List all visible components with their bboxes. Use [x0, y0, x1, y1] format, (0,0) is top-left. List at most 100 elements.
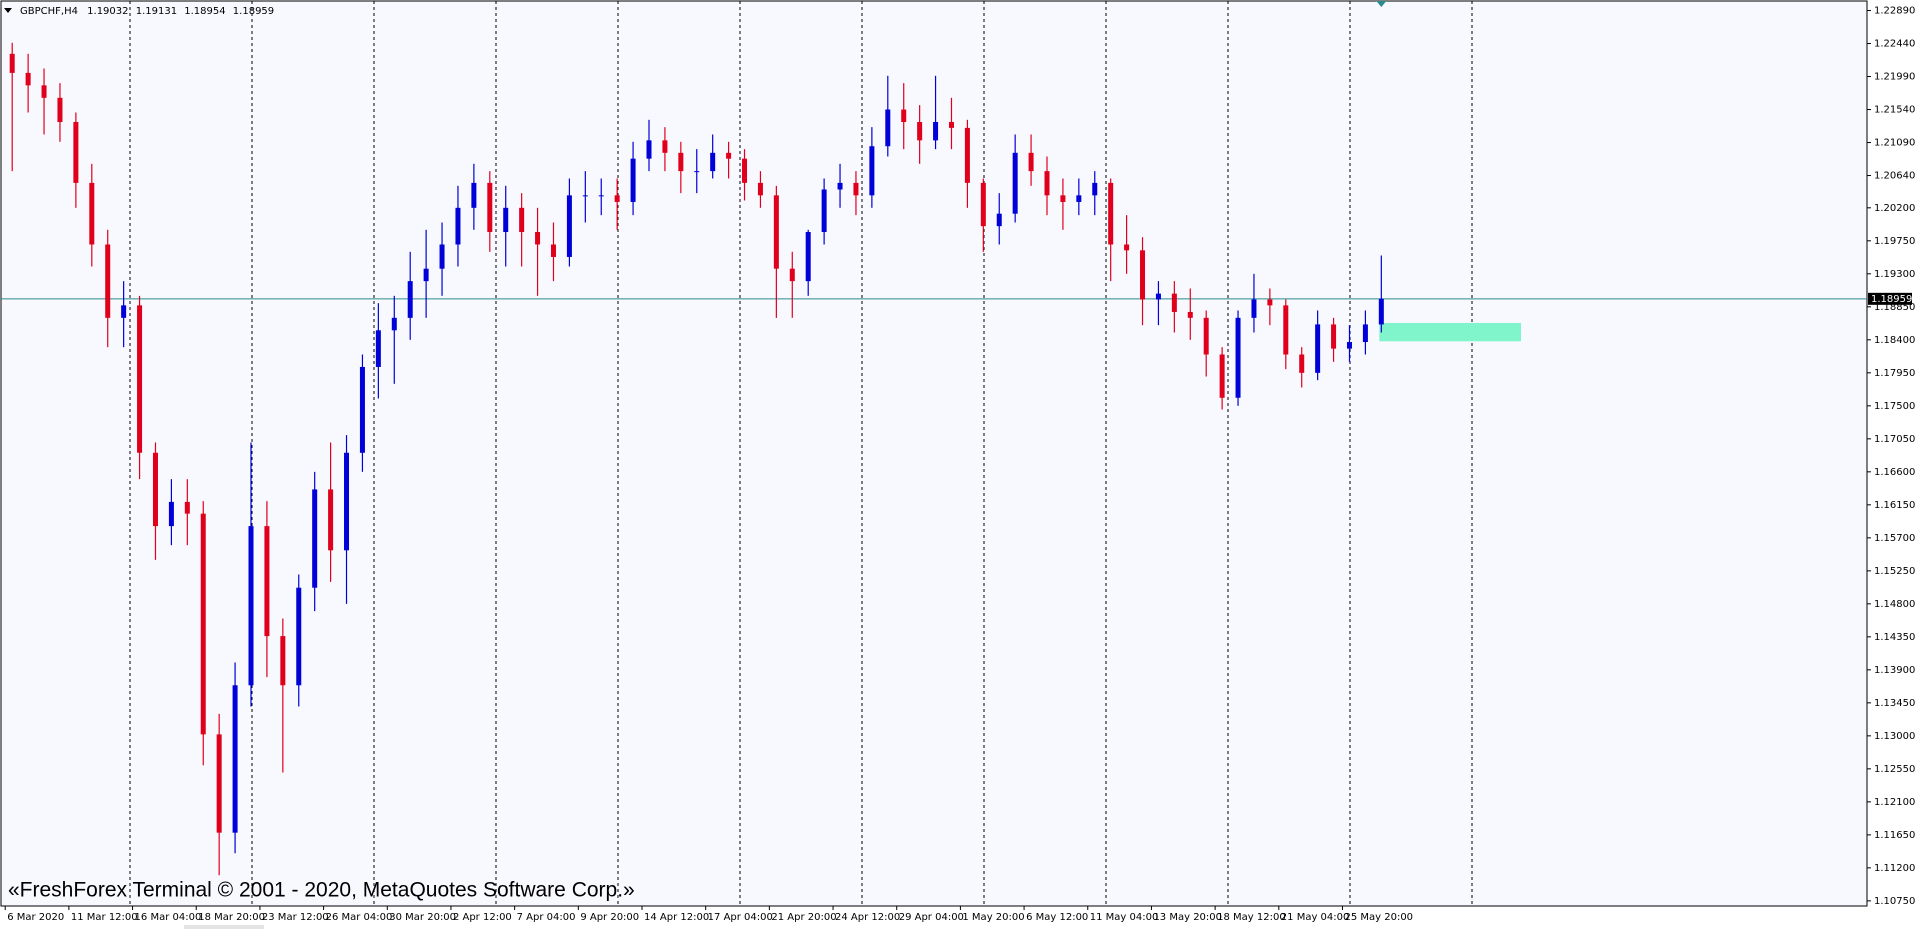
y-tick-label: 1.21540	[1874, 105, 1915, 116]
candle-body	[232, 685, 238, 833]
candle-body	[964, 127, 970, 183]
candle-body	[1251, 299, 1257, 318]
x-tick-label: 11 Mar 12:00	[71, 912, 138, 923]
y-tick-label: 1.21090	[1874, 138, 1915, 149]
candle-body	[152, 452, 158, 527]
x-tick-label: 11 May 04:00	[1090, 912, 1159, 923]
y-tick-label: 1.17500	[1874, 401, 1915, 412]
candle-body	[200, 513, 206, 735]
symbol: GBPCHF,H4	[20, 6, 78, 17]
y-tick-label: 1.13000	[1874, 731, 1915, 742]
x-tick-label: 25 May 20:00	[1344, 912, 1413, 923]
candle-body	[296, 587, 302, 686]
y-tick-label: 1.15250	[1874, 566, 1915, 577]
y-tick-label: 1.22440	[1874, 39, 1915, 50]
x-tick-label: 13 May 20:00	[1153, 912, 1222, 923]
candle-body	[471, 182, 477, 208]
candle-body	[694, 171, 700, 173]
candle-body	[582, 195, 588, 197]
marks	[1, 42, 1867, 876]
candle-body	[1346, 342, 1352, 349]
candle-body	[742, 158, 748, 183]
candle-body	[566, 195, 572, 257]
y-tick-label: 1.18400	[1874, 335, 1915, 346]
candle-body	[391, 317, 397, 331]
y-tick-label: 1.12100	[1874, 797, 1915, 808]
candle-body	[168, 501, 174, 527]
candle-body	[121, 305, 127, 318]
candle-body	[487, 182, 493, 233]
candle-body	[359, 366, 365, 453]
y-tick-label: 1.15700	[1874, 533, 1915, 544]
candle-body	[25, 72, 31, 86]
candle-body	[1108, 182, 1114, 245]
candle-body	[550, 244, 556, 257]
candle-body	[1362, 324, 1368, 343]
y-tick-label: 1.11200	[1874, 863, 1915, 874]
candle-body	[1203, 317, 1209, 355]
candle-body	[1044, 171, 1050, 196]
candle-body	[264, 526, 270, 637]
price-zone	[1379, 322, 1521, 342]
x-tick-label: 6 Mar 2020	[7, 912, 64, 923]
candle-body	[375, 330, 381, 367]
candle-body	[1299, 354, 1305, 373]
y-tick-label: 1.17050	[1874, 434, 1915, 445]
price-label-box	[1868, 292, 1912, 305]
y-tick-label: 1.18850	[1874, 302, 1915, 313]
y-tick-label: 1.12550	[1874, 764, 1915, 775]
x-tick-label: 21 May 04:00	[1281, 912, 1350, 923]
candle-body	[1235, 317, 1241, 398]
candle-body	[1187, 311, 1193, 318]
y-tick-label: 1.20200	[1874, 203, 1915, 214]
menu-arrow[interactable]	[4, 8, 12, 13]
candle-body	[869, 146, 875, 196]
quote-high: 1.19131	[136, 6, 177, 17]
candle-body	[248, 526, 254, 686]
candle-body	[980, 182, 986, 227]
x-tick-label: 16 Mar 04:00	[135, 912, 202, 923]
x-tick-label: 23 Mar 12:00	[262, 912, 329, 923]
candle-body	[89, 182, 95, 245]
plot-area	[0, 0, 1868, 907]
candle-body	[1124, 244, 1130, 251]
candle-body	[137, 305, 143, 453]
candle-body	[1140, 250, 1146, 300]
y-tick-label: 1.16600	[1874, 467, 1915, 478]
candle-body	[917, 122, 923, 141]
y-tick-label: 1.16150	[1874, 500, 1915, 511]
scrollbar[interactable]	[184, 925, 264, 929]
candle-body	[1378, 298, 1384, 325]
candle-body	[535, 232, 541, 245]
candle-body	[344, 452, 350, 551]
candle-body	[630, 158, 636, 202]
candle-body	[757, 182, 763, 196]
x-tick-label: 18 May 12:00	[1217, 912, 1286, 923]
candle-body	[184, 501, 190, 514]
candle-body	[280, 636, 286, 686]
candle-body	[726, 152, 732, 159]
x-tick-label: 6 May 12:00	[1026, 912, 1088, 923]
y-tick-label: 1.13450	[1874, 698, 1915, 709]
candle-body	[1060, 195, 1066, 202]
candle-body	[439, 244, 445, 269]
candle-body	[789, 268, 795, 282]
x-tick-label: 17 Apr 04:00	[708, 912, 773, 923]
candle-body	[996, 213, 1002, 227]
price-label: 1.18959	[1871, 294, 1912, 305]
candle-body	[1315, 324, 1321, 373]
chart-header: GBPCHF,H4 1.19032 1.19131 1.18954 1.1895…	[20, 6, 274, 17]
candle-body	[41, 85, 47, 98]
candle-body	[1012, 152, 1018, 214]
candle-body	[1076, 195, 1082, 202]
candle-body	[678, 152, 684, 172]
candle-body	[646, 140, 652, 159]
x-tick-label: 18 Mar 20:00	[198, 912, 265, 923]
candle-body	[901, 109, 907, 123]
candle-body	[312, 489, 318, 588]
y-tick-label: 1.20640	[1874, 171, 1915, 182]
quote-close: 1.18959	[233, 6, 274, 17]
candle-body	[948, 122, 954, 128]
candle-body	[1155, 293, 1161, 300]
candle-body	[57, 97, 63, 123]
